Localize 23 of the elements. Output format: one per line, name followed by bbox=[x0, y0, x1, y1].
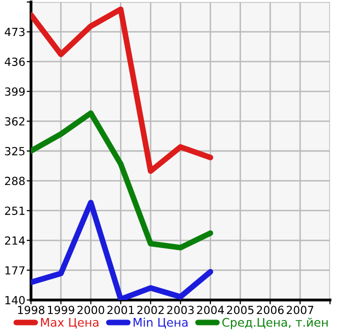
x-tick-label: 2001 bbox=[107, 306, 134, 314]
y-tick-label: 177 bbox=[5, 266, 24, 274]
legend-label: Min Цена bbox=[134, 318, 188, 328]
x-tick-label: 2003 bbox=[167, 306, 194, 314]
y-tick-label: 399 bbox=[5, 87, 25, 96]
y-tick-label: 140 bbox=[5, 296, 25, 304]
x-tick-label: 2002 bbox=[137, 306, 164, 314]
x-tick-label: 2005 bbox=[226, 306, 254, 314]
x-tick-label: 1999 bbox=[48, 306, 74, 314]
x-tick-label: 2007 bbox=[286, 306, 314, 314]
y-tick-label: 288 bbox=[5, 176, 25, 186]
x-tick-label: 2004 bbox=[197, 306, 224, 314]
y-tick-label: 214 bbox=[5, 236, 25, 245]
y-tick-label: 362 bbox=[5, 117, 24, 126]
legend-label: Max Цена bbox=[41, 318, 98, 328]
y-tick-label: 251 bbox=[5, 206, 24, 215]
legend-label: Сред.Цена, т.йен bbox=[222, 318, 328, 330]
x-tick-label: 2006 bbox=[256, 306, 284, 314]
x-tick-label: 2000 bbox=[77, 306, 104, 314]
y-tick-label: 473 bbox=[4, 28, 25, 36]
y-tick-label: 436 bbox=[4, 58, 25, 66]
x-tick-label: 1998 bbox=[18, 306, 44, 314]
y-tick-label: 325 bbox=[5, 146, 24, 156]
